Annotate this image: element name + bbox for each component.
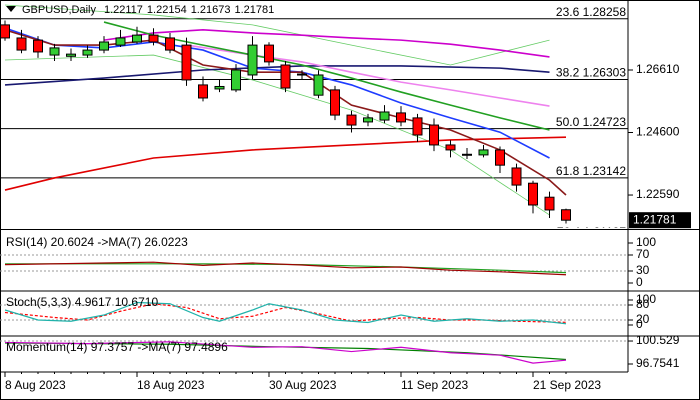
candle-body xyxy=(412,117,423,136)
x-tick-label: 30 Aug 2023 xyxy=(269,378,337,392)
indicator-plot xyxy=(0,254,628,276)
candle-body xyxy=(330,89,340,116)
candle-body xyxy=(198,84,208,99)
candle-body xyxy=(313,74,324,96)
y-tick-label: 1.24600 xyxy=(636,125,680,139)
indicator-title: RSI(14) 20.6024 ->MA(7) 26.0223 xyxy=(6,235,188,249)
candle-body xyxy=(478,149,489,156)
candle-body xyxy=(181,44,192,81)
candle-body xyxy=(346,114,357,126)
indicator-line xyxy=(103,21,550,131)
candle-body xyxy=(247,44,258,76)
candle-body xyxy=(396,112,406,123)
y-tick-label: 0 xyxy=(636,317,643,331)
candle-body xyxy=(462,153,472,156)
header-close: 1.21781 xyxy=(234,4,274,16)
candle-body xyxy=(511,167,522,186)
candle-body xyxy=(495,149,505,166)
y-tick-label: 100 xyxy=(636,292,656,306)
x-tick-label: 11 Sep 2023 xyxy=(401,378,468,392)
candle-body xyxy=(16,37,27,51)
y-tick-label: 30 xyxy=(636,263,650,277)
candle-body xyxy=(561,209,571,221)
candle-body xyxy=(231,69,241,91)
candle-body xyxy=(82,49,93,56)
indicator-line xyxy=(103,29,550,58)
current-price: 1.21781 xyxy=(633,212,677,226)
y-tick-label: 1.22590 xyxy=(636,187,680,201)
candle-body xyxy=(115,37,126,46)
x-tick-label: 8 Aug 2023 xyxy=(5,378,66,392)
indicator-line xyxy=(4,341,567,364)
candle-body xyxy=(49,47,60,56)
menu-arrow xyxy=(6,6,16,12)
indicator-title: Momentum(14) 97.3757 ->MA(7) 97.4896 xyxy=(6,340,228,354)
indicator-line xyxy=(4,261,567,276)
header-open: 1.22117 xyxy=(104,4,143,16)
candle-body xyxy=(132,34,142,43)
candle-body xyxy=(429,124,439,146)
fib-label: 50.0 1.24723 xyxy=(556,115,626,129)
y-tick-label: 100.529 xyxy=(636,333,680,347)
candle-body xyxy=(528,182,538,206)
candle-body xyxy=(280,64,291,89)
candle-body xyxy=(0,24,10,39)
indicator-line xyxy=(4,136,567,191)
indicator-plot xyxy=(0,340,628,364)
indicator-line xyxy=(4,54,550,216)
indicator-line xyxy=(4,301,567,325)
indicator-line xyxy=(4,27,550,159)
candle-body xyxy=(148,34,159,43)
y-tick-label: 1.26610 xyxy=(636,62,680,76)
y-tick-label: 100 xyxy=(636,235,656,249)
fib-label: 61.8 1.23142 xyxy=(556,164,626,178)
main-plot: 23.6 1.28258 38.2 1.26303 50.0 1.24723 61.8… xyxy=(0,4,628,239)
y-tick-label: 70 xyxy=(636,247,650,261)
indicator-line xyxy=(4,65,550,86)
fib-label: 76.4 1.21187 xyxy=(557,225,627,239)
x-tick-label: 18 Aug 2023 xyxy=(137,378,205,392)
symbol: GBPUSD,Daily xyxy=(22,4,96,16)
fib-label: 23.6 1.28258 xyxy=(556,5,626,19)
indicator-line xyxy=(4,303,567,323)
y-tick-label: 80 xyxy=(636,297,650,311)
y-tick-label: 20 xyxy=(636,312,650,326)
indicator-title: Stoch(5,3,3) 4.9617 10.6710 xyxy=(6,295,158,309)
price-label-box xyxy=(629,212,691,229)
fib-label: 38.2 1.26303 xyxy=(556,66,626,80)
candle-body xyxy=(445,144,456,151)
candle-body xyxy=(264,44,274,63)
chart-header: GBPUSD,Daily 1.22117 1.22154 1.21673 1.21781 xyxy=(22,4,274,16)
candle-body xyxy=(214,85,225,90)
header-low: 1.21673 xyxy=(191,4,231,16)
candle-body xyxy=(165,37,175,51)
candle-body xyxy=(544,196,555,211)
candle-body xyxy=(66,53,76,57)
header-high: 1.22154 xyxy=(147,4,187,16)
candle-body xyxy=(33,39,43,53)
candle-body xyxy=(363,117,373,123)
y-tick-label: 96.7541 xyxy=(636,356,680,370)
y-tick-label: 0 xyxy=(636,275,643,289)
candle-body xyxy=(297,73,307,76)
candle-body xyxy=(99,41,109,51)
candle-body xyxy=(379,111,390,121)
indicator-plot xyxy=(0,301,628,325)
x-tick-label: 21 Sep 2023 xyxy=(533,378,601,392)
